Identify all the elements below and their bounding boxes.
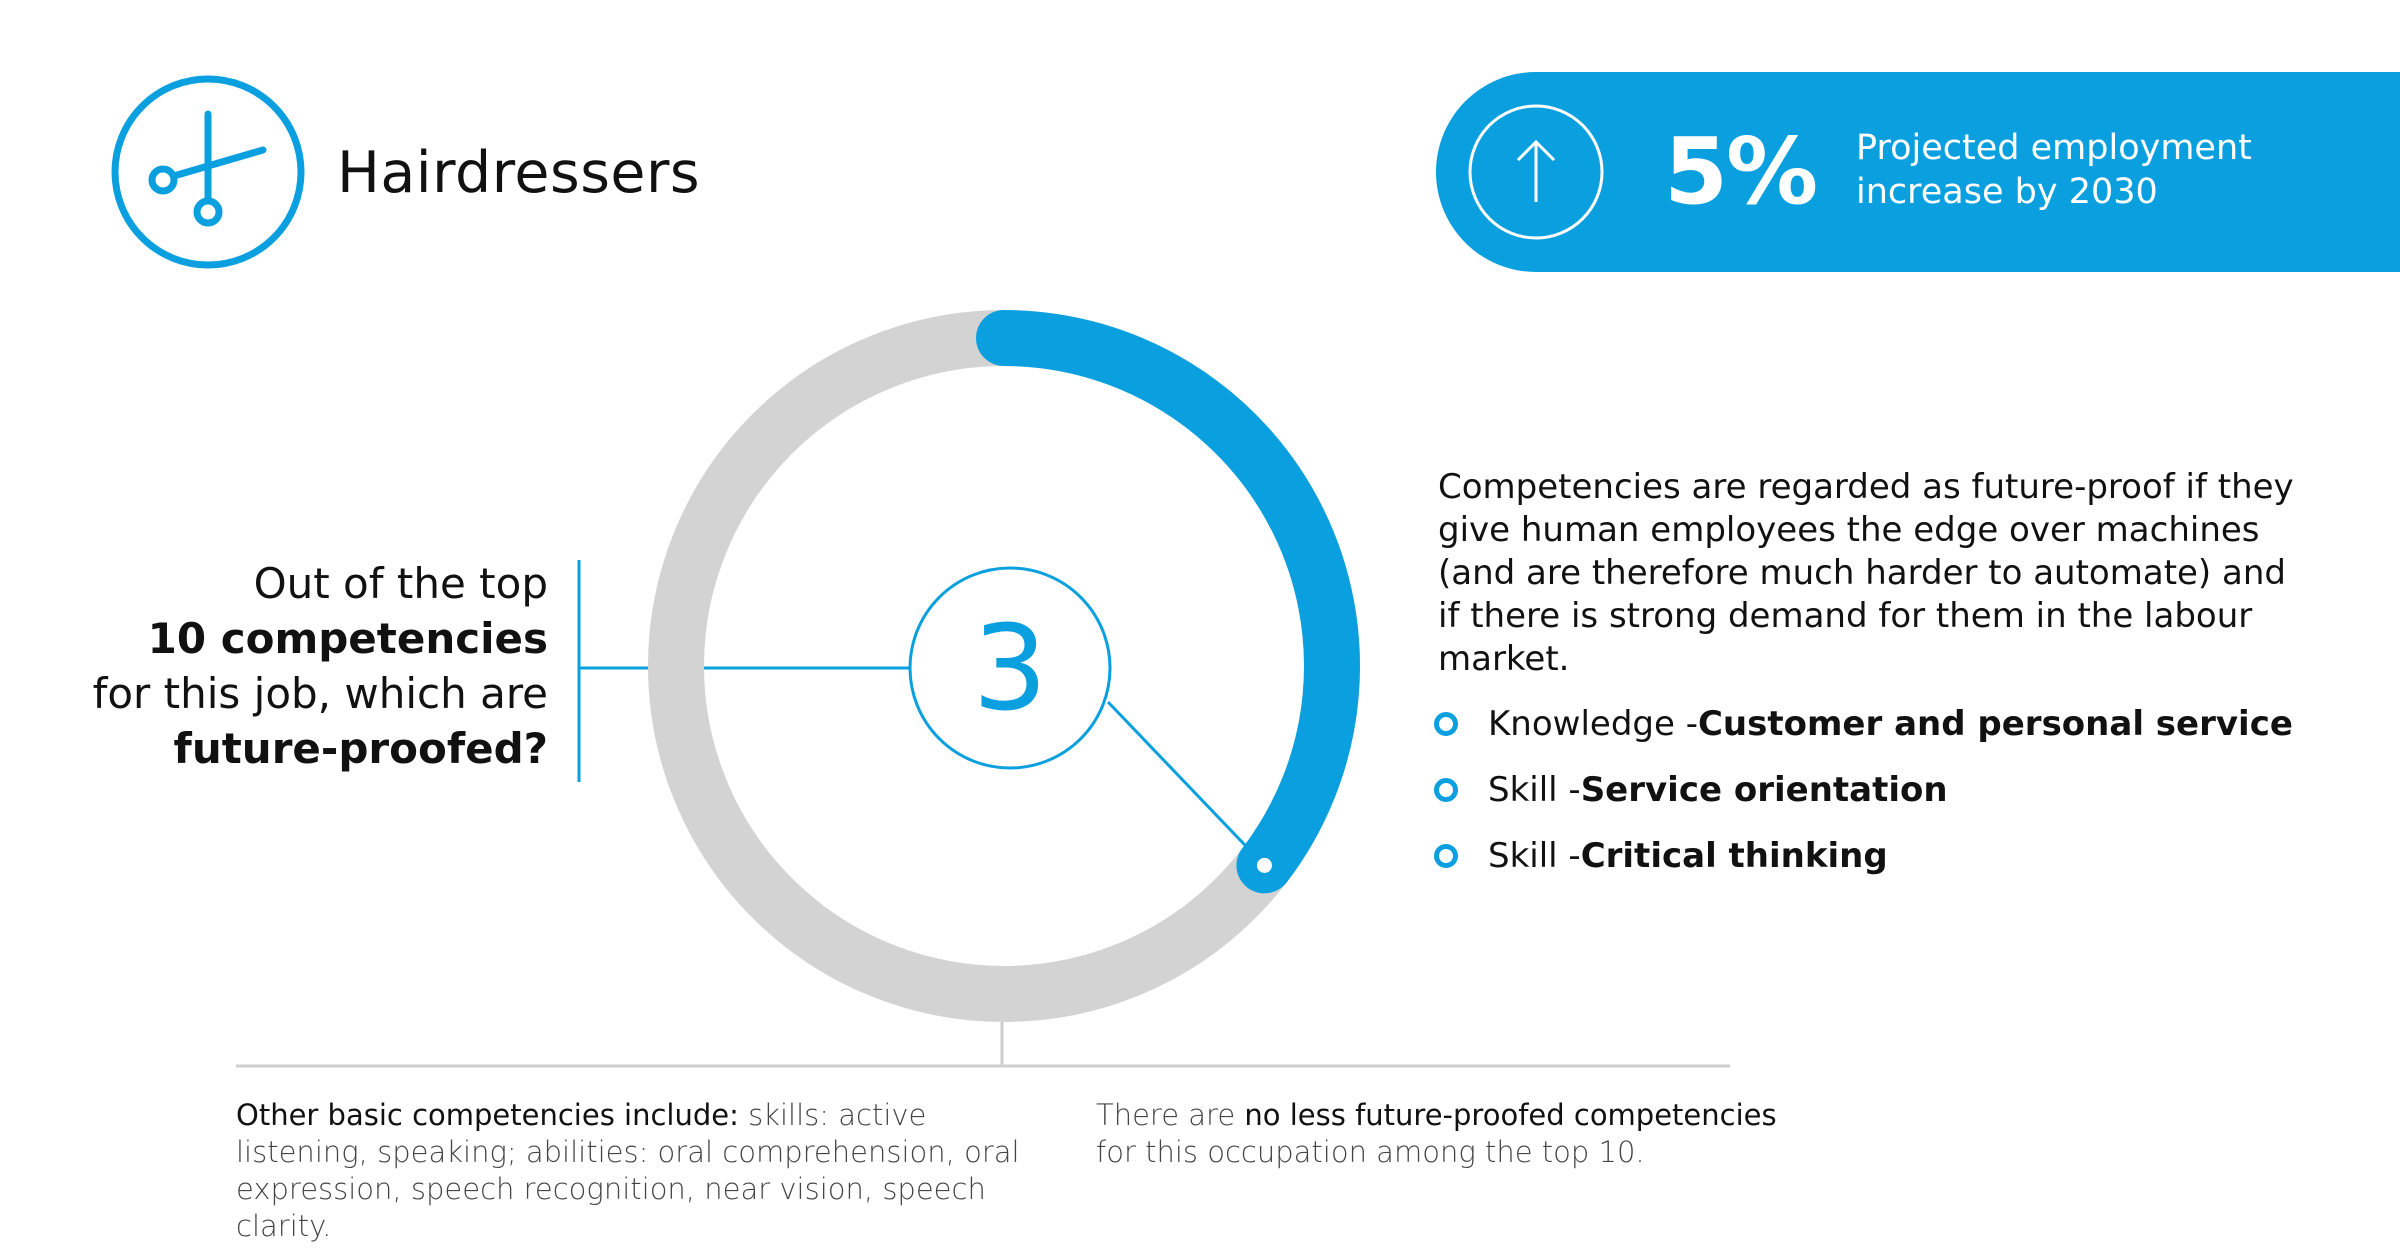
note-right-suffix: for this occupation among the top 10. (1096, 1135, 1645, 1169)
question-line-4: future-proofed? (173, 724, 548, 773)
future-proof-description: Competencies are regarded as future-proo… (1438, 467, 2294, 679)
other-competencies-note: Other basic competencies include: skills… (236, 1097, 1026, 1245)
future-proof-count-note: There are no less future-proofed compete… (1096, 1097, 1796, 1171)
competency-name: Service orientation (1580, 770, 1948, 810)
note-right-bold: no less future-proofed competencies (1244, 1098, 1777, 1132)
projection-value: 5% (1664, 118, 1818, 225)
note-right-prefix: There are (1096, 1098, 1245, 1132)
number-circle (908, 566, 1112, 770)
note-left-text: skills: active listening, speaking; abil… (236, 1098, 1020, 1243)
bullet-icon (1434, 778, 1458, 802)
note-left-prefix: Other basic competencies include: (236, 1098, 739, 1132)
question-line-2: 10 competencies (147, 614, 548, 663)
question-line-1: Out of the top (253, 559, 548, 608)
projection-banner (1436, 72, 2400, 272)
question-text: Out of the top 10 competencies for this … (40, 556, 548, 776)
connector-right (1106, 700, 1266, 867)
gauge-fill (976, 310, 1360, 894)
gauge-value: 3 (972, 599, 1047, 737)
question-line-3: for this job, which are (92, 669, 548, 718)
page-title: Hairdressers (337, 140, 701, 206)
bullet-icon (1434, 844, 1458, 868)
list-item: Skill - Service orientation (1434, 770, 1948, 810)
list-item: Knowledge - Customer and personal servic… (1434, 704, 2293, 744)
competency-name: Customer and personal service (1697, 704, 2293, 744)
list-item: Skill - Critical thinking (1434, 836, 1888, 876)
bullet-icon (1434, 712, 1458, 736)
competency-type: Skill - (1488, 770, 1581, 810)
projection-label: Projected employment increase by 2030 (1856, 128, 2252, 212)
gauge-end-dot (1253, 854, 1275, 876)
competency-type: Knowledge - (1488, 704, 1698, 744)
scissors-icon (111, 75, 305, 269)
arrow-up-icon (1468, 104, 1604, 240)
competency-name: Critical thinking (1580, 836, 1888, 876)
competency-type: Skill - (1488, 836, 1581, 876)
